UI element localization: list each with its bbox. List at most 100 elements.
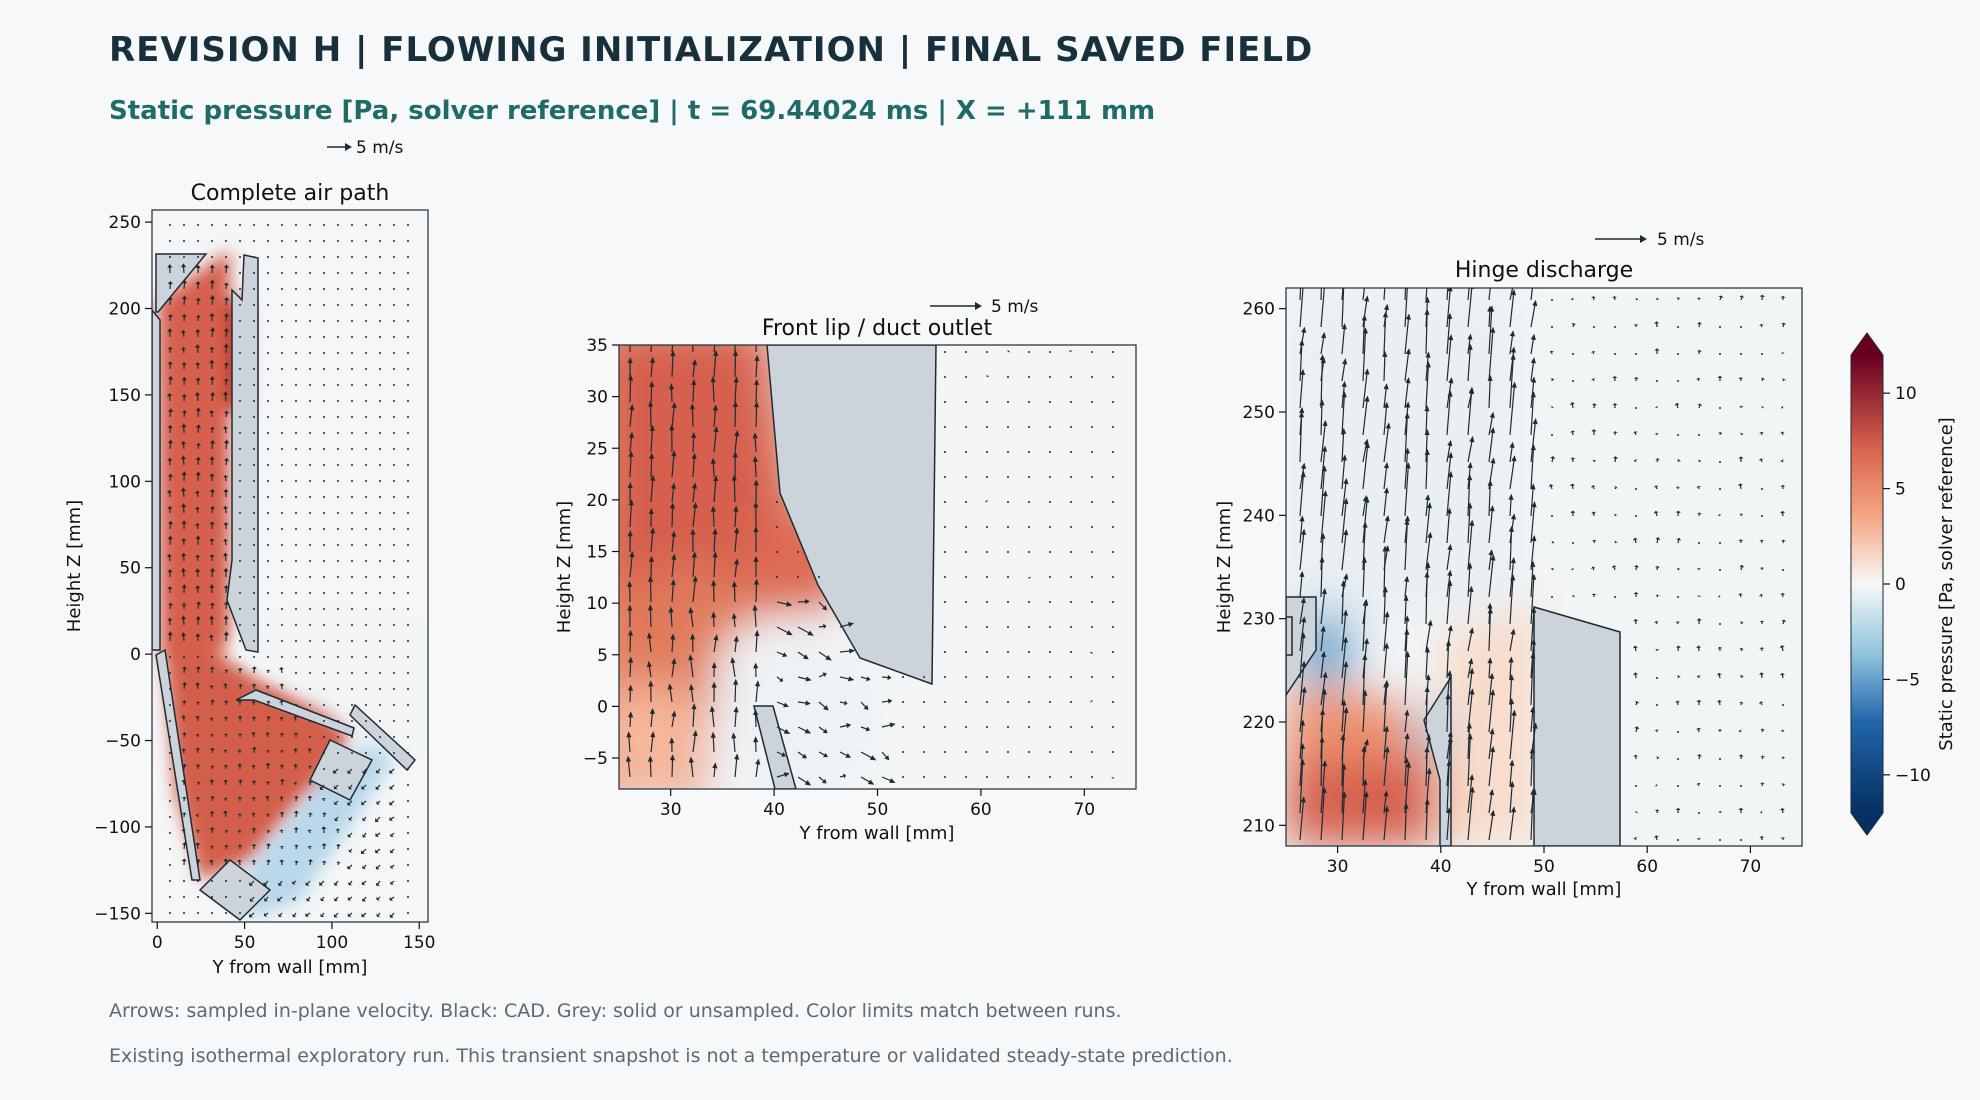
velocity-arrow-c-head [1738,513,1744,515]
velocity-arrow-c [1362,300,1368,328]
velocity-arrow-b [1049,426,1051,428]
velocity-arrow-b-head [690,334,695,340]
velocity-arrow-c-head [1696,645,1702,649]
velocity-arrow-c [1467,440,1473,463]
velocity-arrow-a [293,912,297,917]
colorbar-label: Static pressure [Pa, solver reference] [1936,417,1957,750]
velocity-arrow-b [1007,626,1009,628]
velocity-arrow-a [279,880,283,885]
velocity-arrow-c [1467,506,1471,544]
velocity-arrow-c-head [1405,761,1412,768]
velocity-arrow-a [393,368,395,370]
velocity-arrow-b [650,712,654,728]
velocity-arrow-b-head [847,622,855,628]
velocity-arrow-b [691,407,694,428]
velocity-arrow-c [1404,288,1408,328]
velocity-arrow-a [365,384,367,386]
velocity-arrow-b-head [649,707,655,715]
velocity-arrow-a [239,400,241,402]
velocity-arrow-a-head [279,829,285,832]
velocity-arrow-c [1467,631,1473,652]
velocity-arrow-a [365,480,367,482]
velocity-arrow-a [351,464,353,466]
velocity-arrow-b [1070,526,1072,528]
velocity-arrow-c [1404,452,1409,490]
velocity-arrow-c-head [1634,810,1639,814]
velocity-arrow-a [281,448,283,450]
velocity-arrow-c-head [1590,351,1596,354]
velocity-arrow-b [692,487,696,503]
velocity-arrow-a-head [251,843,257,846]
velocity-arrow-c [1446,444,1451,463]
velocity-arrow-a [351,336,353,338]
velocity-arrow-a [253,352,255,354]
velocity-arrow-b-head [801,753,807,759]
velocity-arrow-a-head [293,781,299,784]
y-tick-label-a: −50 [105,732,141,752]
velocity-arrow-b [629,661,632,678]
velocity-arrow-b [923,676,925,678]
velocity-arrow-a [267,861,270,866]
velocity-arrow-b [1091,376,1093,378]
velocity-arrow-a [407,896,409,898]
velocity-arrow-c [1739,594,1742,598]
velocity-arrow-a-head [209,810,215,814]
velocity-arrow-a [309,560,311,562]
velocity-arrow-b [650,385,653,403]
colorbar-tick-label: −5 [1895,670,1920,690]
velocity-arrow-c [1698,812,1700,814]
velocity-arrow-c [1530,656,1534,706]
velocity-arrow-c [1341,768,1345,814]
velocity-arrow-a [337,320,339,322]
velocity-arrow-c-head [1362,689,1368,696]
velocity-arrow-a-head [237,683,244,687]
velocity-arrow-a-head [223,797,229,800]
velocity-arrow-c [1341,584,1345,625]
velocity-arrow-c-head [1403,278,1408,284]
velocity-arrow-b [755,345,757,353]
velocity-arrow-b [986,651,988,653]
velocity-arrow-a [323,368,325,370]
velocity-arrow-a-head [249,882,253,886]
velocity-arrow-b [671,583,674,603]
velocity-arrow-a [377,880,381,885]
velocity-arrow-a [253,432,255,434]
velocity-arrow-c [1362,561,1366,598]
velocity-arrow-c [1467,338,1471,355]
velocity-arrow-a [239,336,241,338]
velocity-arrow-a [323,256,325,258]
velocity-arrow-c-head [1489,728,1495,735]
velocity-arrow-b [648,665,652,678]
velocity-arrow-b [712,736,715,753]
velocity-arrow-c [1362,694,1366,733]
velocity-arrow-c [1362,332,1367,382]
velocity-arrow-b [1091,526,1093,528]
velocity-arrow-c [1341,795,1345,841]
x-tick-label-c: 40 [1430,857,1452,877]
velocity-arrow-b [902,751,904,753]
velocity-arrow-c-head [1532,299,1538,307]
velocity-arrow-a-head [223,716,229,719]
velocity-arrow-b [734,563,738,578]
velocity-arrow-b [1028,451,1030,453]
velocity-arrow-b [692,436,695,453]
velocity-arrow-b [734,434,738,453]
velocity-arrow-c-head [1739,432,1744,436]
velocity-arrow-c-head [1531,534,1537,542]
velocity-arrow-c [1425,803,1428,841]
velocity-arrow-a-head [250,731,257,735]
velocity-arrow-c [1341,459,1346,490]
velocity-arrow-b [1091,401,1093,403]
velocity-arrow-a [239,304,241,306]
velocity-arrow-c-head [1759,567,1765,569]
velocity-arrow-a [281,432,283,434]
velocity-arrow-c-head [1632,459,1638,462]
velocity-arrow-b [671,345,674,353]
velocity-arrow-c-head [1340,427,1347,435]
velocity-arrow-a-head [361,913,365,918]
velocity-arrow-b-head [804,598,810,605]
velocity-arrow-c-head [1424,296,1430,303]
velocity-arrow-a [407,752,409,754]
velocity-arrow-c-head [1405,348,1411,355]
